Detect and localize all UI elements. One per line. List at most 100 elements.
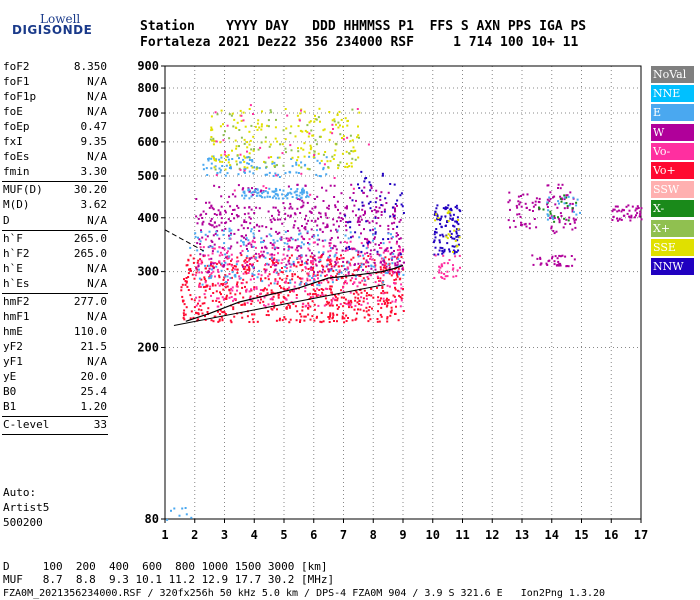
echo-point (549, 217, 552, 220)
echo-point (343, 317, 346, 320)
echo-point (296, 249, 299, 252)
echo-point (561, 198, 564, 201)
echo-point (390, 246, 393, 249)
echo-point (235, 160, 238, 163)
echo-point (221, 246, 224, 249)
echo-point (451, 268, 454, 271)
echo-point (281, 143, 284, 146)
echo-point (451, 217, 454, 220)
echo-point (239, 161, 242, 164)
echo-point (236, 289, 238, 292)
echo-point (207, 159, 210, 162)
echo-point (257, 191, 260, 194)
echo-point (457, 223, 460, 226)
echo-point (311, 134, 314, 137)
param-row-hmf2: hmF2 277.0 (3, 295, 107, 310)
echo-point (208, 277, 211, 280)
echo-point (523, 223, 526, 226)
echo-point (237, 184, 240, 187)
echo-point (209, 223, 212, 226)
echo-point (228, 230, 231, 233)
echo-point (275, 118, 277, 121)
echo-point (360, 291, 363, 294)
param-key: D (3, 213, 10, 227)
echo-point (248, 152, 251, 155)
echo-point (229, 319, 232, 322)
echo-point (338, 216, 340, 219)
echo-point (395, 242, 398, 245)
y-tick-label: 500 (137, 169, 159, 183)
echo-point (349, 226, 352, 229)
echo-point (518, 213, 521, 216)
param-row-fof2: foF2 8.350 (3, 60, 107, 75)
echo-point (265, 247, 268, 250)
echo-point (303, 238, 306, 241)
echo-point (192, 316, 195, 319)
echo-point (336, 256, 339, 259)
echo-point (336, 320, 338, 323)
echo-point (250, 148, 253, 151)
echo-point (373, 259, 376, 262)
echo-point (359, 275, 362, 277)
echo-point (215, 265, 218, 268)
echo-point (385, 248, 387, 251)
echo-point (196, 249, 199, 252)
echo-point (374, 268, 377, 271)
echo-point (200, 262, 203, 265)
echo-point (390, 306, 393, 309)
echo-point (218, 318, 221, 321)
echo-point (385, 202, 388, 204)
echo-point (343, 213, 346, 216)
echo-point (213, 184, 216, 187)
echo-point (281, 193, 284, 196)
echo-point (279, 317, 281, 320)
echo-point (446, 211, 449, 214)
echo-point (218, 260, 221, 263)
echo-point (339, 212, 342, 215)
echo-point (236, 256, 239, 259)
echo-point (272, 261, 274, 264)
echo-point (285, 280, 287, 283)
param-row-mufd: MUF(D) 30.20 (3, 183, 107, 198)
echo-point (219, 309, 222, 312)
echo-point (351, 319, 354, 322)
echo-point (563, 217, 566, 220)
echo-point (213, 140, 216, 143)
echo-point (229, 165, 232, 168)
echo-point (267, 210, 270, 213)
echo-point (394, 288, 397, 291)
echo-point (443, 277, 446, 280)
echo-point (569, 202, 572, 205)
echo-point (360, 242, 363, 245)
echo-point (337, 293, 340, 296)
param-key: hmF1 (3, 309, 30, 323)
echo-point (566, 207, 569, 209)
echo-point (276, 164, 278, 167)
echo-point (542, 208, 545, 211)
echo-point (231, 158, 234, 160)
echo-point (241, 282, 244, 285)
echo-point (225, 296, 228, 299)
y-tick-label: 900 (137, 59, 159, 73)
echo-point (228, 113, 231, 116)
echo-point (198, 296, 201, 299)
echo-point (281, 222, 284, 225)
echo-point (298, 233, 300, 236)
echo-point (304, 129, 307, 132)
echo-point (385, 305, 388, 308)
echo-point (509, 208, 511, 211)
echo-point (329, 258, 332, 261)
echo-point (382, 269, 385, 272)
echo-point (559, 255, 562, 258)
echo-point (546, 206, 549, 208)
echo-point (359, 265, 361, 267)
echo-point (433, 253, 436, 256)
echo-point (314, 118, 317, 120)
echo-point (271, 259, 274, 262)
echo-point (326, 216, 329, 219)
echo-point (365, 297, 368, 300)
echo-point (349, 140, 352, 143)
echo-point (280, 301, 282, 304)
echo-point (520, 195, 522, 197)
echo-point (273, 166, 276, 168)
